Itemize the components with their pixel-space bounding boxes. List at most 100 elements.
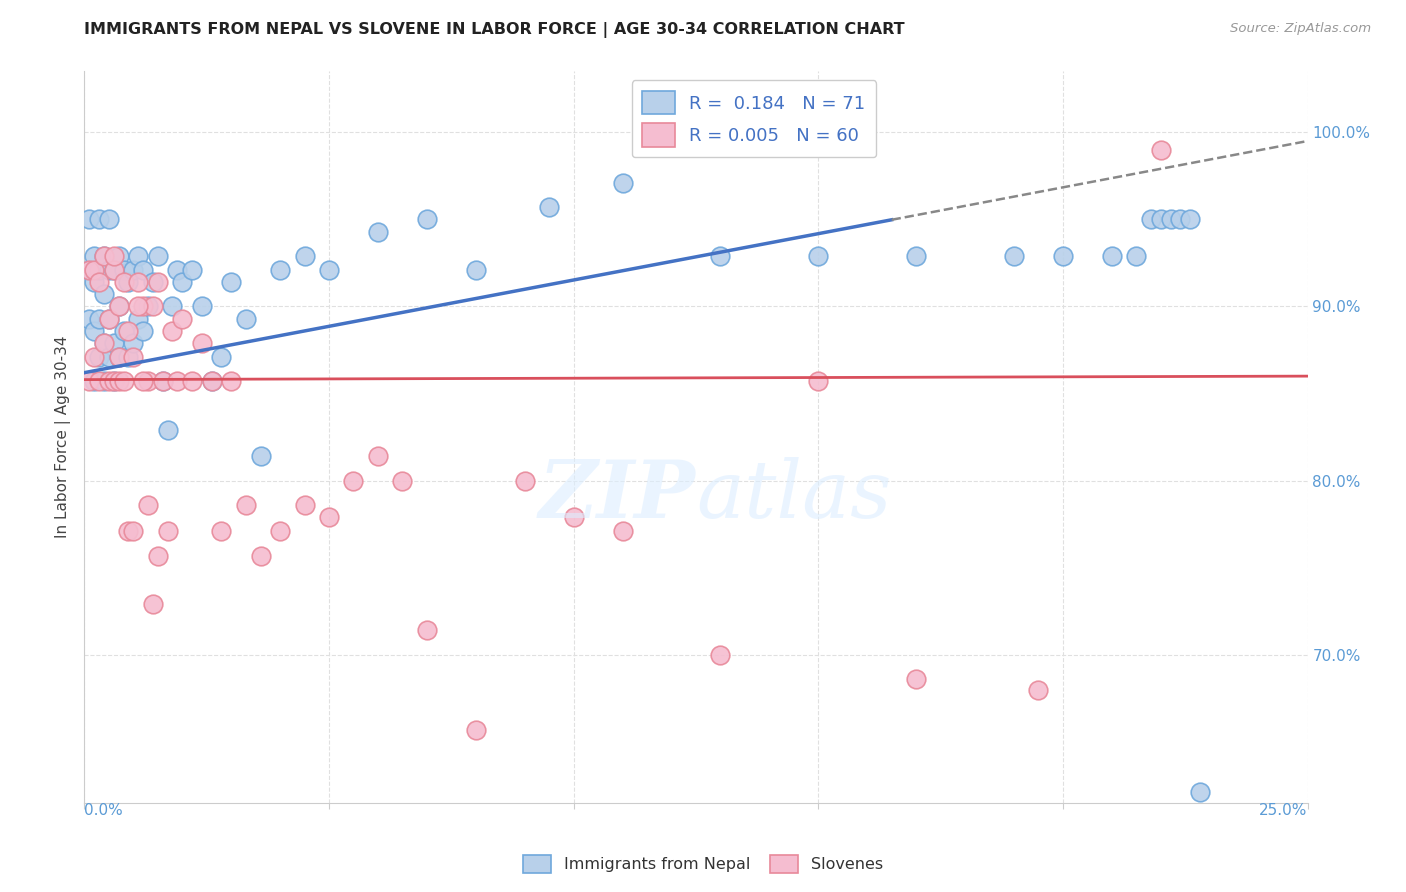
Point (249, 549, 271, 563)
Text: 0.0%: 0.0% (84, 803, 124, 818)
Point (87, 350, 110, 364)
Point (87, 375, 110, 389)
Point (162, 324, 184, 338)
Point (87, 263, 110, 277)
Point (1178, 212, 1201, 227)
Point (1125, 249, 1147, 263)
Point (209, 524, 232, 538)
Point (191, 300, 214, 314)
Point (166, 263, 188, 277)
Point (112, 275, 135, 289)
Point (77, 375, 100, 389)
Point (103, 249, 125, 263)
Point (117, 324, 139, 338)
Point (612, 176, 634, 190)
Point (416, 212, 439, 227)
Point (132, 263, 155, 277)
Point (200, 375, 222, 389)
Point (1150, 143, 1173, 157)
Point (122, 336, 145, 351)
Point (235, 311, 257, 326)
Legend: R =  0.184   N = 71, R = 0.005   N = 60: R = 0.184 N = 71, R = 0.005 N = 60 (631, 80, 876, 158)
Point (1150, 212, 1173, 227)
Point (172, 311, 194, 326)
Point (132, 324, 155, 338)
Point (235, 498, 257, 512)
Point (122, 263, 145, 277)
Point (77, 212, 100, 227)
Point (93, 287, 115, 301)
Point (209, 350, 232, 364)
Point (107, 300, 129, 314)
Point (122, 524, 145, 538)
Point (538, 200, 561, 214)
Text: atlas: atlas (696, 457, 891, 534)
Y-axis label: In Labor Force | Age 30-34: In Labor Force | Age 30-34 (55, 335, 72, 539)
Point (83, 275, 105, 289)
Point (162, 300, 184, 314)
Point (112, 324, 135, 338)
Point (83, 263, 105, 277)
Point (136, 375, 159, 389)
Point (93, 375, 115, 389)
Point (905, 672, 928, 686)
Point (1052, 249, 1074, 263)
Text: IMMIGRANTS FROM NEPAL VS SLOVENE IN LABOR FORCE | AGE 30-34 CORRELATION CHART: IMMIGRANTS FROM NEPAL VS SLOVENE IN LABO… (84, 22, 905, 38)
Point (136, 498, 159, 512)
Point (152, 375, 174, 389)
Point (294, 498, 316, 512)
Point (464, 263, 486, 277)
Point (219, 275, 242, 289)
Point (132, 375, 155, 389)
Point (562, 510, 585, 524)
Point (219, 375, 242, 389)
Point (97, 350, 120, 364)
Point (97, 311, 120, 326)
Point (342, 474, 364, 488)
Point (318, 263, 340, 277)
Point (107, 375, 129, 389)
Point (127, 249, 149, 263)
Text: 25.0%: 25.0% (1260, 803, 1308, 818)
Point (391, 474, 413, 488)
Point (142, 300, 165, 314)
Point (807, 375, 830, 389)
Point (127, 311, 149, 326)
Point (269, 263, 291, 277)
Point (136, 300, 159, 314)
Point (146, 549, 169, 563)
Point (103, 263, 125, 277)
Point (107, 350, 129, 364)
Point (83, 324, 105, 338)
Point (807, 249, 830, 263)
Point (97, 263, 120, 277)
Point (181, 375, 204, 389)
Point (117, 275, 139, 289)
Point (181, 263, 204, 277)
Point (1028, 682, 1050, 697)
Point (103, 263, 125, 277)
Point (127, 300, 149, 314)
Point (87, 311, 110, 326)
Point (1101, 249, 1123, 263)
Point (142, 597, 165, 611)
Point (93, 249, 115, 263)
Point (249, 449, 271, 463)
Point (1002, 249, 1025, 263)
Point (1140, 212, 1163, 227)
Point (107, 350, 129, 364)
Point (146, 249, 169, 263)
Point (156, 524, 179, 538)
Point (1188, 785, 1211, 799)
Point (200, 375, 222, 389)
Legend: Immigrants from Nepal, Slovenes: Immigrants from Nepal, Slovenes (516, 848, 890, 880)
Point (709, 648, 731, 662)
Point (127, 275, 149, 289)
Point (87, 275, 110, 289)
Point (367, 449, 389, 463)
Point (142, 275, 165, 289)
Point (77, 263, 100, 277)
Point (83, 249, 105, 263)
Point (93, 336, 115, 351)
Point (294, 249, 316, 263)
